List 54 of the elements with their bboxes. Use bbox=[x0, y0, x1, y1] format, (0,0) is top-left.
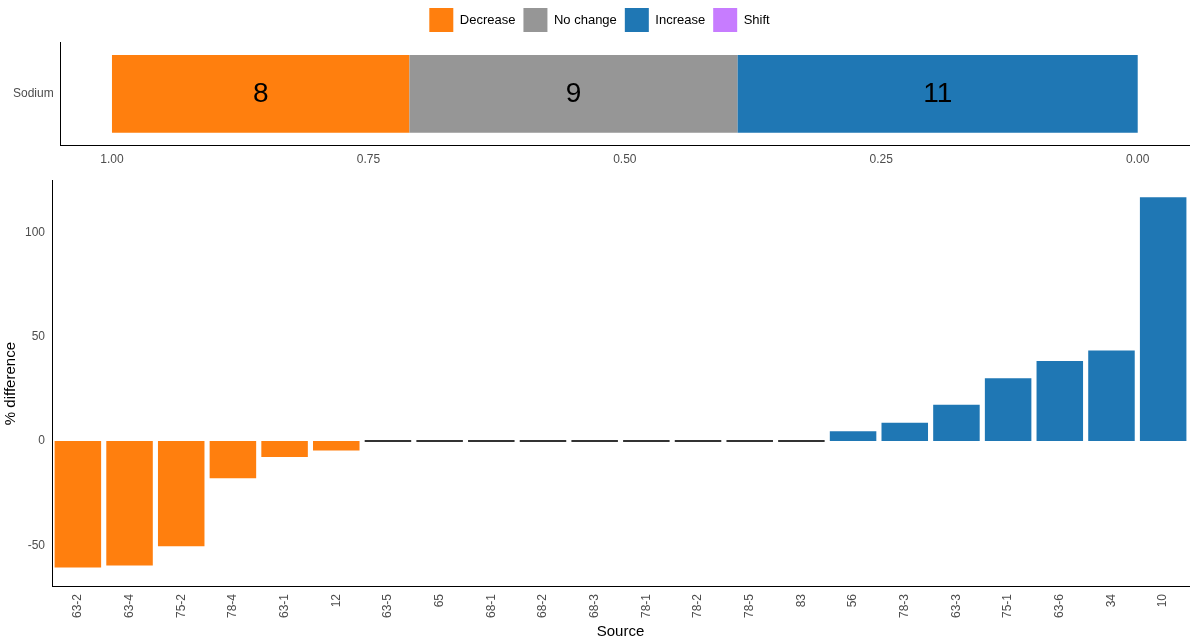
x-tick-label: 0.50 bbox=[613, 152, 637, 167]
bar bbox=[157, 440, 205, 547]
y-tick-label: 50 bbox=[31, 328, 46, 343]
bar bbox=[209, 440, 257, 479]
x-tick-label: 68-3 bbox=[586, 593, 601, 619]
x-tick-label: 63-2 bbox=[70, 593, 85, 619]
x-tick-label: 75-2 bbox=[173, 593, 188, 619]
bar bbox=[313, 440, 360, 451]
bar bbox=[1139, 197, 1187, 441]
bar bbox=[933, 404, 980, 441]
x-tick-label: 0.75 bbox=[356, 152, 381, 167]
x-tick-label: 63-6 bbox=[1052, 593, 1067, 619]
x-tick-label: 68-2 bbox=[535, 593, 550, 619]
x-axis-title: Source bbox=[596, 622, 645, 640]
x-tick-label: 0.00 bbox=[1126, 152, 1150, 167]
y-tick-label: -50 bbox=[27, 537, 46, 552]
bar bbox=[54, 440, 102, 568]
legend-label: Shift bbox=[743, 11, 771, 27]
y-axis-title: % difference bbox=[1, 342, 19, 426]
annotation: 11 bbox=[923, 76, 953, 108]
x-tick-label: 83 bbox=[793, 593, 808, 608]
bar bbox=[261, 440, 308, 458]
bar bbox=[881, 422, 929, 441]
legend-label: Increase bbox=[655, 11, 706, 27]
x-tick-label: 1.00 bbox=[100, 152, 124, 167]
bar bbox=[984, 378, 1032, 441]
annotation: 8 bbox=[252, 76, 269, 108]
legend-label: No change bbox=[553, 11, 617, 27]
x-tick-label: 78-2 bbox=[690, 593, 705, 619]
y-tick-label: 100 bbox=[24, 224, 46, 239]
bar bbox=[106, 440, 153, 566]
x-tick-label: 0.25 bbox=[869, 152, 894, 167]
x-tick-label: 63-4 bbox=[121, 593, 136, 619]
bar bbox=[1036, 361, 1084, 441]
x-tick-label: 68-1 bbox=[483, 593, 498, 619]
x-tick-label: 78-4 bbox=[225, 593, 240, 619]
x-tick-label: 75-1 bbox=[1000, 593, 1015, 619]
bar bbox=[829, 431, 877, 441]
x-tick-label: 12 bbox=[328, 593, 343, 608]
x-tick-label: 63-1 bbox=[276, 593, 291, 619]
x-tick-label: 78-5 bbox=[742, 593, 757, 619]
y-tick-label: Sodium bbox=[13, 86, 54, 101]
x-tick-label: 65 bbox=[431, 593, 446, 608]
x-tick-label: 56 bbox=[845, 593, 860, 608]
x-tick-label: 63-3 bbox=[948, 593, 963, 619]
bar bbox=[1088, 350, 1135, 441]
x-tick-label: 78-3 bbox=[897, 593, 912, 619]
x-tick-label: 63-5 bbox=[380, 593, 395, 619]
legend-label: Decrease bbox=[459, 11, 516, 27]
annotation: 9 bbox=[565, 76, 582, 108]
y-tick-label: 0 bbox=[38, 433, 46, 448]
x-tick-label: 78-1 bbox=[638, 593, 653, 619]
x-tick-label: 34 bbox=[1103, 593, 1118, 608]
x-tick-label: 10 bbox=[1155, 593, 1170, 608]
